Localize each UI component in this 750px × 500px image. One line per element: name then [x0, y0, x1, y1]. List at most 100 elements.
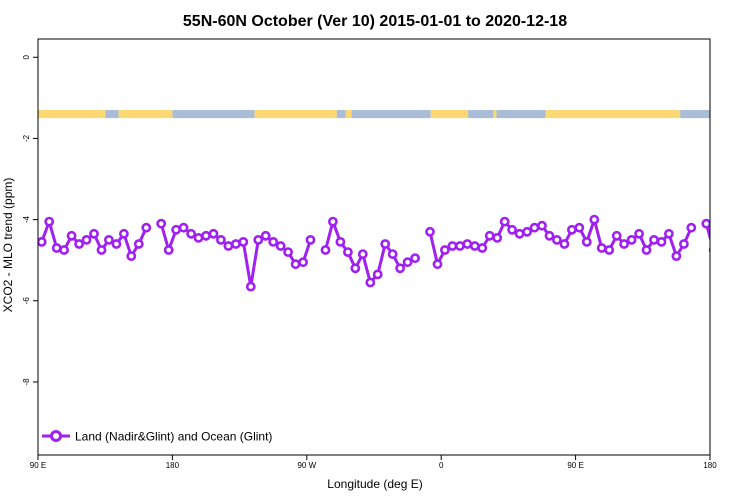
data-point [522, 226, 532, 237]
x-tick-label: 90 W [297, 461, 316, 470]
data-point [634, 228, 644, 239]
y-axis: 0 -2 -4 -6 -8 [22, 54, 38, 386]
data-point [275, 241, 286, 251]
data-point [290, 259, 301, 270]
data-point [141, 222, 152, 233]
data-point [372, 269, 383, 280]
data-point [656, 236, 667, 247]
data-point [298, 257, 308, 268]
land-ocean-band [38, 110, 710, 119]
data-point [604, 245, 615, 255]
y-tick-label: -4 [22, 216, 31, 224]
data-point [380, 239, 391, 249]
data-point [499, 216, 510, 227]
data-point [111, 239, 122, 249]
data-point [708, 246, 710, 254]
data-point [260, 230, 271, 241]
data-point [514, 228, 525, 239]
data-point [507, 224, 517, 235]
x-tick-label: 90 E [567, 461, 583, 470]
data-point [425, 226, 435, 237]
data-point [664, 228, 674, 239]
data-point [126, 251, 137, 261]
plot-frame [37, 38, 711, 456]
y-tick-label: -8 [22, 378, 31, 386]
data-point [66, 230, 77, 241]
data-point [641, 245, 652, 255]
land-segment [38, 110, 106, 119]
data-point [402, 257, 413, 268]
data-point [74, 239, 84, 249]
data-point [596, 243, 607, 253]
ocean-segment [336, 110, 346, 119]
data-point [611, 230, 622, 241]
data-point [581, 236, 592, 247]
data-point [619, 239, 629, 249]
data-point [96, 245, 107, 255]
y-axis-label: XCO2 - MLO trend (ppm) [1, 178, 15, 313]
series-layer [38, 214, 710, 292]
ocean-segment [105, 110, 119, 119]
data-point [223, 241, 234, 251]
data-point [410, 253, 420, 264]
data-point [51, 243, 62, 253]
data-point [283, 247, 293, 257]
data-point [649, 234, 659, 245]
data-point [477, 243, 488, 253]
ocean-segment [496, 110, 546, 119]
data-point [342, 247, 353, 257]
data-point [268, 236, 279, 247]
data-point [133, 239, 144, 249]
data-point [89, 228, 99, 239]
data-point [559, 239, 570, 249]
data-point [387, 249, 398, 259]
x-tick-label: 0 [439, 461, 444, 470]
data-point [163, 245, 174, 255]
data-point [245, 281, 256, 292]
ocean-segment [468, 110, 494, 119]
data-point [552, 234, 562, 245]
data-point [59, 245, 69, 255]
data-point [178, 222, 189, 233]
data-point [238, 236, 249, 247]
x-tick-label: 90 E [30, 461, 46, 470]
data-point [208, 228, 219, 239]
x-axis-label: Longitude (deg E) [327, 477, 422, 491]
y-tick-label: -6 [22, 297, 31, 305]
data-point [492, 232, 503, 243]
data-point [395, 263, 405, 274]
data-point [38, 237, 47, 247]
data-point [447, 241, 458, 251]
data-point [350, 263, 361, 274]
data-point [357, 249, 368, 259]
legend: Land (Nadir&Glint) and Ocean (Glint) [42, 430, 272, 444]
land-segment [254, 110, 337, 119]
ocean-segment [680, 110, 710, 119]
data-point [544, 230, 555, 241]
data-point [156, 218, 167, 229]
y-tick-label: 0 [22, 54, 31, 59]
data-point [537, 220, 547, 231]
data-point [201, 230, 211, 241]
ocean-segment [172, 110, 255, 119]
data-point [679, 239, 689, 249]
data-point [253, 234, 264, 245]
data-point [44, 216, 55, 227]
data-point [104, 234, 114, 245]
data-point [439, 245, 450, 255]
data-point [529, 222, 540, 233]
data-point [589, 214, 600, 225]
land-segment [493, 110, 497, 119]
land-segment [118, 110, 173, 119]
data-point [320, 245, 331, 255]
x-tick-label: 180 [703, 461, 717, 470]
land-segment [545, 110, 681, 119]
data-point [462, 239, 473, 249]
data-point [626, 234, 637, 245]
data-point [193, 232, 204, 243]
data-point [171, 224, 181, 235]
x-tick-label: 180 [166, 461, 180, 470]
data-point [686, 222, 697, 233]
data-point [335, 236, 346, 247]
